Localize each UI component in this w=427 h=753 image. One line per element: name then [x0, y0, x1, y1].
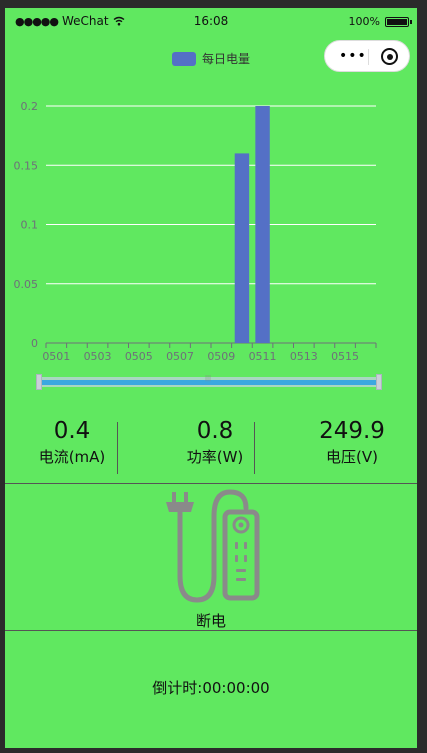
current-reading: 0.4 电流(mA)	[12, 416, 132, 468]
x-tick-label: 0505	[125, 350, 153, 363]
x-tick-label: 0513	[290, 350, 318, 363]
battery-percent: 100%	[348, 15, 380, 28]
datazoom-handle-left[interactable]	[36, 374, 42, 390]
bar	[255, 106, 270, 343]
power-status-label: 断电	[195, 612, 226, 630]
carrier-info: ●●●●● WeChat	[15, 14, 125, 28]
y-tick-label: 0	[31, 337, 38, 350]
clock: 16:08	[193, 14, 229, 28]
miniprogram-capsule: •••	[324, 40, 410, 72]
y-tick-label: 0.05	[14, 278, 39, 291]
x-tick-label: 0503	[84, 350, 112, 363]
grip-icon: |||	[205, 375, 212, 382]
section-divider	[5, 483, 417, 484]
reading-divider	[117, 422, 118, 474]
x-tick-label: 0515	[331, 350, 359, 363]
daily-energy-chart: 0 0.05 0.1 0.15 0.2 0501 0503 0505 0507 0509 0511 0…	[14, 100, 377, 363]
datazoom-handle-right[interactable]	[376, 374, 382, 390]
phone-screen: ●●●●● WeChat 16:08 100% ••• 每日电量 0 0.05 0.…	[5, 8, 417, 748]
x-tick-label: 0509	[207, 350, 235, 363]
wifi-icon	[113, 16, 125, 26]
voltage-value: 249.9	[319, 418, 385, 444]
capsule-divider	[368, 49, 369, 65]
reading-divider	[254, 422, 255, 474]
battery-status: 100%	[348, 15, 412, 28]
power-value: 0.8	[196, 418, 234, 444]
x-tick-label: 0501	[42, 350, 70, 363]
battery-icon	[385, 16, 412, 27]
carrier-name: WeChat	[62, 14, 109, 28]
bar	[234, 153, 250, 343]
target-close-icon[interactable]	[381, 48, 398, 65]
section-divider	[5, 630, 417, 631]
legend-swatch	[172, 51, 196, 66]
legend-label: 每日电量	[202, 52, 251, 66]
readings-panel: 0.4 电流(mA) 0.8 功率(W) 249.9 电压(V)	[5, 416, 417, 476]
voltage-label: 电压(V)	[326, 448, 378, 466]
y-tick-label: 0.1	[21, 219, 39, 232]
datazoom-slider[interactable]: |||	[36, 374, 382, 390]
more-dots-icon[interactable]: •••	[339, 48, 367, 64]
power-reading: 0.8 功率(W)	[155, 416, 275, 468]
x-tick-label: 0511	[249, 350, 277, 363]
y-tick-label: 0.15	[14, 159, 39, 172]
datazoom-range[interactable]	[40, 380, 378, 385]
countdown-timer[interactable]: 倒计时:00:00:00	[152, 679, 270, 697]
power-toggle[interactable]	[160, 486, 266, 606]
power-strip-plug-icon	[166, 489, 260, 603]
voltage-reading: 249.9 电压(V)	[292, 416, 412, 468]
signal-icon: ●●●●●	[15, 14, 59, 28]
y-tick-label: 0.2	[21, 100, 39, 113]
power-label: 功率(W)	[186, 448, 244, 466]
status-bar: ●●●●● WeChat 16:08 100%	[5, 8, 417, 36]
chart-legend[interactable]: 每日电量	[172, 50, 250, 67]
current-label: 电流(mA)	[38, 448, 106, 466]
current-value: 0.4	[53, 418, 91, 444]
x-tick-label: 0507	[166, 350, 194, 363]
